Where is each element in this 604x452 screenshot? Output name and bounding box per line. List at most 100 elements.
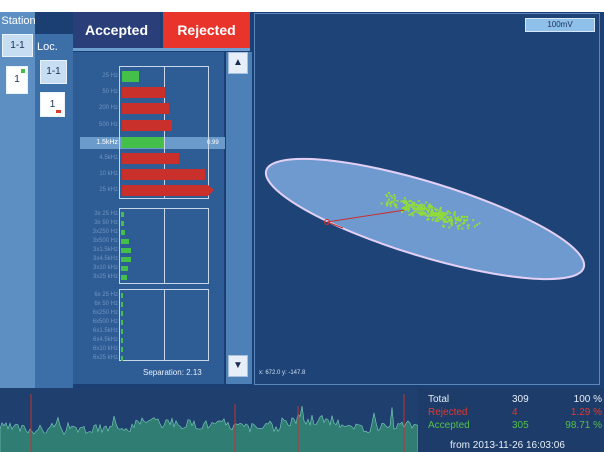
- station-item-1-1[interactable]: 1-1: [2, 34, 33, 57]
- scatter-point: [380, 202, 383, 205]
- station-item-1[interactable]: 1: [6, 66, 28, 94]
- scatter-point: [458, 224, 461, 227]
- scatter-point: [389, 194, 392, 197]
- stats-pct: 1.29 %: [570, 407, 602, 418]
- bar-rejected: [122, 103, 169, 114]
- scatter-point: [403, 207, 406, 210]
- scatter-point: [435, 212, 438, 215]
- scatter-point: [429, 212, 432, 215]
- scatter-point: [388, 202, 391, 205]
- scatter-point: [411, 211, 414, 214]
- scatter-point: [417, 212, 420, 215]
- scatter-point: [453, 212, 456, 215]
- freq-label-highlighted: 1.5kHz: [96, 139, 118, 146]
- scatter-point: [413, 210, 416, 213]
- scale-button[interactable]: 100mV: [525, 18, 595, 32]
- freq-label: 6x500 Hz: [92, 319, 118, 325]
- freq-label: 3x 25 Hz: [94, 211, 118, 217]
- scatter-point: [393, 199, 396, 201]
- scatter-point: [438, 210, 441, 213]
- scatter-point: [402, 201, 405, 204]
- station-title: Station: [1, 15, 36, 27]
- freq-label: 3x250 Hz: [92, 229, 118, 235]
- scatter-point: [394, 204, 397, 207]
- scatter-point: [447, 219, 450, 222]
- scatter-point: [448, 217, 451, 220]
- bar-accepted: [121, 302, 123, 307]
- scatter-point: [394, 196, 396, 199]
- scatter-point: [466, 215, 469, 218]
- scatter-point: [460, 215, 463, 218]
- scatter-point: [396, 200, 399, 202]
- scatter-point: [478, 222, 481, 225]
- scatter-point: [472, 219, 475, 222]
- bar-rejected: [122, 120, 172, 131]
- scatter-point: [393, 202, 396, 205]
- scatter-point: [434, 212, 437, 214]
- scatter-point: [432, 211, 435, 214]
- scatter-point: [411, 201, 414, 204]
- scatter-point: [425, 201, 428, 204]
- origin-marker: [324, 219, 330, 225]
- scatter-point: [439, 206, 442, 209]
- location-item-label: 1-1: [46, 66, 61, 77]
- scatter-point: [450, 224, 453, 227]
- scatter-point: [409, 204, 412, 207]
- scatter-plot-area[interactable]: [254, 13, 600, 385]
- location-item-label: 1: [49, 99, 56, 110]
- scatter-point: [443, 221, 446, 224]
- freq-label: 500 Hz: [98, 122, 118, 128]
- scatter-point: [403, 206, 406, 209]
- bar-accepted: [121, 356, 123, 361]
- scatter-point: [437, 220, 440, 222]
- freq-label: 3x25 kHz: [92, 274, 118, 280]
- scatter-point: [392, 200, 395, 203]
- freq-label: 6x250 Hz: [92, 310, 118, 316]
- scatter-point: [412, 207, 415, 210]
- scatter-point: [451, 222, 453, 225]
- scatter-point: [446, 221, 449, 223]
- scatter-points: [380, 192, 481, 230]
- scatter-point: [427, 206, 430, 209]
- scroll-down-button[interactable]: ▼: [228, 355, 248, 377]
- scatter-point: [466, 224, 469, 227]
- location-title: Loc.: [37, 41, 58, 53]
- scatter-point: [430, 210, 433, 213]
- scatter-point: [418, 204, 421, 207]
- stats-name: Rejected: [428, 407, 468, 418]
- scatter-point: [463, 219, 466, 221]
- scatter-point: [459, 219, 462, 222]
- scatter-point: [401, 207, 404, 210]
- scatter-point: [407, 208, 410, 211]
- scroll-up-button[interactable]: ▲: [228, 52, 248, 74]
- scatter-point: [413, 203, 416, 206]
- tab-rejected[interactable]: Rejected: [163, 12, 250, 48]
- scatter-point: [456, 217, 459, 220]
- scatter-point: [444, 220, 447, 223]
- stats-pct: 100 %: [573, 394, 602, 405]
- freq-label: 6x1.5kHz: [92, 328, 118, 334]
- tab-accepted[interactable]: Accepted: [73, 12, 160, 48]
- scatter-point: [442, 219, 445, 222]
- location-item-1-1[interactable]: 1-1: [40, 60, 67, 84]
- scatter-point: [410, 212, 413, 215]
- freq-label: 25 Hz: [102, 73, 118, 79]
- scatter-point: [438, 216, 440, 219]
- bar-accepted: [121, 266, 128, 271]
- bar-accepted: [121, 257, 131, 262]
- scatter-point: [449, 211, 452, 214]
- scatter-point: [432, 213, 435, 216]
- scatter-point: [448, 226, 451, 229]
- scatter-point: [436, 215, 439, 218]
- scatter-point: [409, 199, 412, 202]
- scatter-point: [436, 214, 439, 217]
- scrollbar-track[interactable]: [226, 52, 252, 384]
- scatter-point: [439, 215, 442, 218]
- location-item-1[interactable]: 1: [40, 92, 65, 117]
- scatter-point: [415, 208, 418, 211]
- group-divider-2: [164, 208, 165, 284]
- scatter-point: [457, 216, 460, 219]
- scatter-point: [420, 205, 423, 208]
- stats-name: Total: [428, 394, 450, 405]
- bar-accepted: [122, 137, 163, 148]
